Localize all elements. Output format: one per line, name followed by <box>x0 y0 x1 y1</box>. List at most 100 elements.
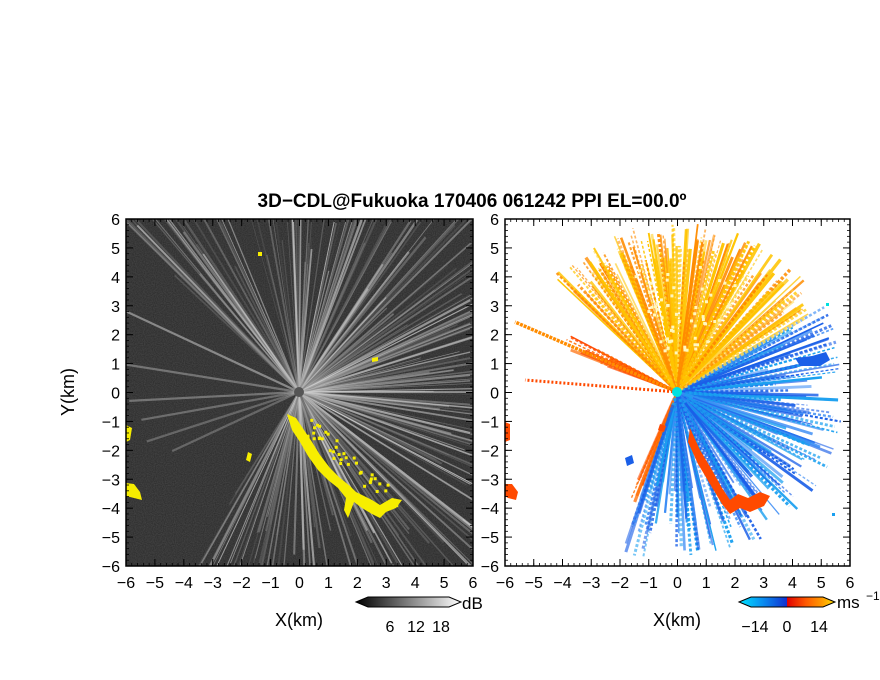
velocity-speck <box>666 346 670 350</box>
velocity-ray <box>669 398 679 524</box>
velocity-speck <box>723 281 727 285</box>
reflectivity-ray <box>298 391 379 514</box>
reflectivity-colorbar-tick: 18 <box>432 619 450 636</box>
reflectivity-ray <box>298 219 378 393</box>
reflectivity-ray <box>298 362 473 394</box>
reflectivity-ray <box>298 391 403 566</box>
velocity-speck <box>659 298 663 302</box>
velocity-speck <box>726 305 730 309</box>
velocity-ray <box>637 404 675 514</box>
reflectivity-ray <box>298 270 330 393</box>
velocity-speck <box>683 348 687 352</box>
velocity-ray <box>646 240 676 380</box>
velocity-edge-patches <box>505 303 835 516</box>
reflectivity-highlight-speck <box>312 437 316 441</box>
reflectivity-ray <box>298 219 473 393</box>
velocity-ray <box>679 317 806 392</box>
velocity-speck <box>701 317 705 321</box>
reflectivity-ray <box>286 219 300 393</box>
velocity-ray <box>630 398 675 499</box>
velocity-speck <box>709 293 713 297</box>
velocity-ray <box>588 290 674 388</box>
reflectivity-ray <box>197 391 300 566</box>
reflectivity-ray <box>293 391 301 555</box>
velocity-speck <box>660 316 664 320</box>
reflectivity-ray <box>298 379 473 393</box>
reflectivity-ray <box>126 363 300 394</box>
reflectivity-ray <box>298 391 473 536</box>
velocity-speck <box>665 337 669 341</box>
reflectivity-ray <box>199 273 300 393</box>
reflectivity-ray <box>298 356 473 393</box>
reflectivity-ray <box>298 391 388 566</box>
reflectivity-ray <box>298 371 430 393</box>
reflectivity-ray <box>298 391 473 485</box>
reflectivity-highlight-speck <box>332 456 336 460</box>
velocity-ray <box>675 408 683 548</box>
velocity-speck <box>659 340 663 344</box>
y-tick-label: 0 <box>490 386 499 403</box>
velocity-panel: −6−6 −5 −5 −4 −4 −3 −3 −2 −2 −1 −1 0 0 1 1 2 2 3 3 4 4 5 5 6 6 X… <box>481 212 880 636</box>
x-tick-label: 3 <box>382 575 391 592</box>
velocity-ray <box>581 260 668 379</box>
reflectivity-ray <box>298 358 421 393</box>
y-tick-label: 2 <box>111 328 120 345</box>
reflectivity-highlight-speck <box>375 489 379 493</box>
reflectivity-ray <box>272 219 300 393</box>
x-tick-label: 5 <box>440 575 449 592</box>
velocity-ray <box>635 401 675 497</box>
velocity-speck <box>713 320 717 324</box>
y-tick-label: −5 <box>481 530 499 547</box>
reflectivity-ray <box>181 276 300 393</box>
reflectivity-ray <box>298 275 473 393</box>
y-tick-label: 1 <box>111 357 120 374</box>
reflectivity-colorbar-unit: dB <box>462 594 483 613</box>
reflectivity-ray <box>298 219 390 393</box>
reflectivity-ray <box>257 391 301 533</box>
reflectivity-highlight-speck <box>390 504 394 508</box>
reflectivity-ray <box>298 297 473 394</box>
velocity-speck <box>717 318 721 322</box>
velocity-speck <box>655 302 659 306</box>
y-tick-label: 3 <box>111 299 120 316</box>
velocity-speck <box>700 287 704 291</box>
reflectivity-ray <box>298 271 473 393</box>
reflectivity-ray <box>217 219 300 393</box>
reflectivity-ray <box>298 219 336 393</box>
reflectivity-ray <box>291 219 301 393</box>
reflectivity-colorbar-tick: 6 <box>386 619 395 636</box>
reflectivity-highlight-speck <box>339 458 343 462</box>
x-tick-label: 0 <box>295 575 304 592</box>
reflectivity-highlight-speck <box>310 418 314 422</box>
x-tick-label: −4 <box>553 575 571 592</box>
velocity-speck <box>647 310 651 314</box>
reflectivity-highlight-speck <box>320 437 324 441</box>
reflectivity-highlight-speck <box>317 437 321 441</box>
reflectivity-ray <box>298 391 472 499</box>
velocity-ray <box>514 320 678 394</box>
x-tick-label: −5 <box>146 575 164 592</box>
x-tick-label: 5 <box>817 575 826 592</box>
reflectivity-highlight-speck <box>334 445 338 449</box>
velocity-ray <box>616 237 672 375</box>
reflectivity-highlight-speck <box>335 439 339 443</box>
reflectivity-highlight-speck <box>337 452 341 456</box>
reflectivity-ray <box>298 252 393 393</box>
velocity-ray <box>677 257 746 389</box>
reflectivity-highlight-patch <box>246 452 252 462</box>
reflectivity-ray <box>298 219 325 393</box>
reflectivity-highlight-speck <box>378 482 382 486</box>
velocity-edge-patch <box>625 455 634 466</box>
reflectivity-ray <box>298 382 473 393</box>
velocity-speck <box>666 304 670 308</box>
reflectivity-ray <box>298 261 306 393</box>
reflectivity-ray <box>298 350 473 393</box>
reflectivity-ray <box>298 351 460 393</box>
velocity-ray <box>680 408 717 551</box>
reflectivity-ray <box>298 290 435 393</box>
velocity-speck <box>669 328 673 332</box>
reflectivity-ray <box>298 221 353 393</box>
radar-origin <box>672 387 682 397</box>
reflectivity-ray <box>216 294 300 393</box>
